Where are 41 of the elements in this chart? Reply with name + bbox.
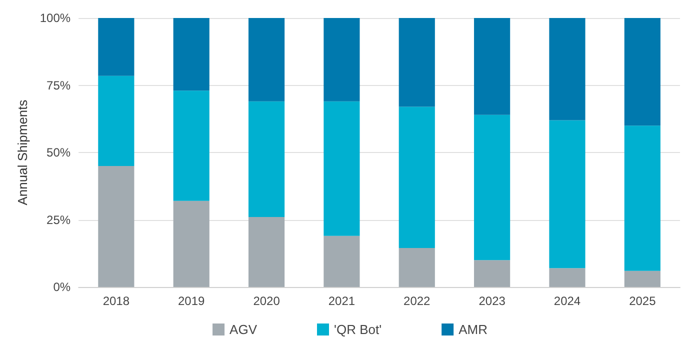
x-tick-label: 2019 [178,294,206,308]
x-tick-label: 2025 [629,294,656,308]
bar [474,114,510,260]
x-tick-label: 2020 [253,294,280,308]
y-tick-label: 100% [40,11,71,25]
bar [248,18,285,102]
bar [173,200,210,287]
bar [248,101,285,218]
y-tick-label: 75% [46,78,71,92]
x-tick-label: 2024 [554,294,581,308]
bar [549,120,586,268]
bar [624,126,660,271]
x-tick-label: 2018 [102,294,130,308]
bar [398,248,435,287]
y-tick-label: 25% [46,212,71,227]
bar [98,18,134,76]
legend-label: 'QR Bot' [334,322,382,337]
bar [398,106,435,248]
bar [624,18,660,126]
y-tick-label: 0% [53,280,71,294]
bar [474,18,510,115]
y-tick-label: 50% [46,146,71,160]
bar [324,101,360,236]
bar [98,76,134,166]
legend-label: AGV [230,322,258,337]
bar [624,270,660,287]
legend-label: AMR [458,322,488,337]
bar [98,166,134,287]
x-tick-label: 2023 [478,294,506,308]
x-tick-label: 2022 [404,294,431,308]
bar [248,217,285,287]
y-axis-title: Annual Shipments [15,99,30,206]
bar [324,18,360,102]
bar [549,18,586,120]
bar [173,18,210,91]
x-tick-label: 2021 [328,294,356,308]
bar [398,18,435,107]
bar [549,268,586,287]
bar [173,90,210,201]
bar [474,260,510,287]
bar [324,236,360,287]
